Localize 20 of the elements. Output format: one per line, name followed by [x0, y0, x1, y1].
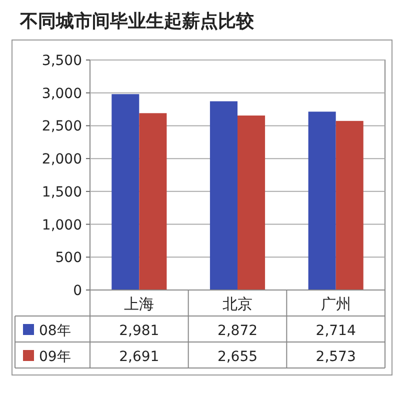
- data-label: 2,872: [217, 323, 258, 339]
- legend-label: 09年: [39, 349, 71, 365]
- y-tick-label: 1,500: [42, 184, 82, 200]
- x-tick-label: 北京: [222, 295, 252, 313]
- data-label: 2,714: [316, 323, 356, 339]
- y-tick-label: 1,000: [42, 217, 82, 234]
- x-tick-label: 上海: [124, 295, 154, 313]
- y-tick-label: 3,500: [42, 53, 82, 69]
- data-label: 2,655: [217, 349, 258, 365]
- data-label: 2,981: [119, 323, 160, 339]
- data-label: 2,691: [119, 349, 160, 365]
- y-tick-label: 2,500: [42, 118, 82, 135]
- legend-label: 08年: [39, 323, 71, 339]
- x-tick-label: 广州: [320, 295, 351, 313]
- y-tick-label: 500: [55, 250, 82, 266]
- data-label: 2,573: [316, 349, 356, 365]
- y-tick-label: 0: [73, 283, 82, 299]
- chart-title: 不同城市间毕业生起薪点比较: [19, 11, 255, 32]
- y-tick-label: 2,000: [42, 152, 82, 168]
- y-tick-label: 3,000: [42, 86, 82, 102]
